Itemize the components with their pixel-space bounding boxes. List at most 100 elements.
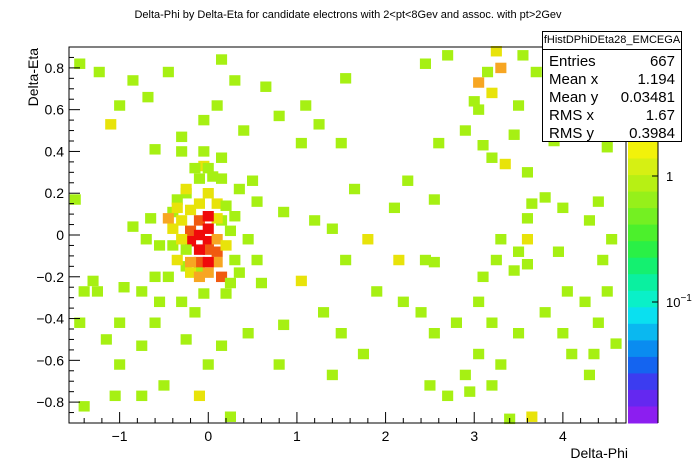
- heatmap-cell: [357, 348, 369, 360]
- heatmap-cell: [198, 146, 210, 157]
- stat-mean-x: Mean x 1.194: [549, 70, 675, 90]
- heatmap-cell: [136, 390, 148, 402]
- heatmap-cell: [216, 152, 228, 163]
- heatmap-cell: [397, 296, 409, 308]
- heatmap-cell: [428, 328, 440, 339]
- heatmap-cell: [508, 265, 520, 276]
- heatmap-cell: [211, 100, 223, 111]
- y-tick-label: 0: [56, 227, 64, 243]
- heatmap-cell: [207, 171, 219, 182]
- heatmap-cell: [601, 286, 613, 297]
- palette-swatch: [628, 406, 658, 424]
- x-tick-label: −1: [112, 428, 128, 444]
- heatmap-cell: [171, 194, 183, 205]
- heatmap-cell: [149, 271, 161, 283]
- heatmap-cell: [185, 267, 197, 278]
- y-tick-label: −0.2: [36, 269, 64, 285]
- heatmap-cell: [136, 340, 148, 351]
- heatmap-cell: [180, 183, 192, 195]
- heatmap-cell: [193, 390, 205, 402]
- heatmap-cell: [127, 221, 139, 232]
- heatmap-cell: [583, 369, 595, 381]
- heatmap-cell: [229, 211, 241, 222]
- heatmap-cell: [193, 244, 205, 255]
- stat-label: RMS y: [549, 125, 594, 142]
- stat-label: Entries: [549, 53, 596, 70]
- heatmap-cell: [539, 307, 551, 318]
- color-palette: 1 10−1: [628, 142, 692, 424]
- palette-swatch: [628, 340, 658, 358]
- y-axis-label: Delta-Eta: [25, 48, 41, 107]
- heatmap-cell: [193, 198, 205, 209]
- heatmap-cell: [78, 401, 90, 412]
- heatmap-cell: [189, 307, 201, 318]
- palette-swatch: [628, 323, 658, 341]
- heatmap-cell: [229, 75, 241, 86]
- heatmap-cell: [592, 196, 604, 207]
- heatmap-cell: [154, 296, 166, 308]
- heatmap-cell: [335, 137, 347, 149]
- heatmap-cell: [273, 110, 285, 122]
- heatmap-cell: [526, 198, 538, 209]
- y-tick-label: −0.6: [36, 352, 64, 368]
- heatmap-cell: [114, 317, 126, 328]
- heatmap-cell: [216, 340, 228, 351]
- heatmap-cell: [198, 288, 210, 299]
- x-tick-label: 3: [470, 428, 478, 444]
- heatmap-cell: [495, 62, 507, 74]
- heatmap-cell: [459, 369, 471, 381]
- heatmap-cell: [193, 265, 205, 276]
- stat-rms-y: RMS y 0.3984: [549, 124, 675, 144]
- heatmap-cell: [149, 144, 161, 155]
- heatmap-cell: [142, 91, 154, 103]
- heatmap-cell: [224, 277, 236, 289]
- heatmap-cell: [211, 256, 223, 268]
- heatmap-cell: [176, 215, 188, 226]
- heatmap-cell: [473, 348, 485, 360]
- x-tick-label: 4: [559, 428, 567, 444]
- heatmap-cell: [193, 215, 205, 226]
- heatmap-cell: [193, 256, 205, 268]
- y-tick-label: 0.4: [45, 143, 65, 159]
- heatmap-cell: [251, 254, 263, 266]
- heatmap-cell: [255, 277, 267, 289]
- heatmap-cell: [176, 234, 188, 245]
- palette-swatch: [628, 241, 658, 259]
- heatmap-cell: [220, 240, 232, 251]
- heatmap-cell: [566, 348, 578, 360]
- palette-swatch: [628, 290, 658, 308]
- heatmap-cell: [278, 206, 290, 218]
- heatmap-cell: [202, 256, 214, 268]
- x-tick-label: 2: [382, 428, 390, 444]
- heatmap-cell: [176, 146, 188, 157]
- heatmap-cell: [220, 200, 232, 211]
- heatmap-cell: [224, 411, 236, 422]
- x-tick-label: 1: [293, 428, 301, 444]
- heatmap-cell: [561, 286, 573, 297]
- heatmap-cell: [606, 234, 618, 245]
- heatmap-cell: [557, 328, 569, 339]
- heatmap-cell: [162, 66, 174, 78]
- heatmap-cell: [552, 246, 564, 257]
- heatmap-cell: [114, 359, 126, 370]
- heatmap-cell: [433, 137, 445, 149]
- heatmap-cell: [216, 173, 228, 184]
- y-tick-label: −0.8: [36, 394, 64, 410]
- heatmap-cell: [202, 188, 214, 199]
- heatmap-cell: [499, 158, 511, 170]
- palette-tick-label: 10−1: [666, 293, 692, 310]
- heatmap-cell: [167, 240, 179, 251]
- heatmap-cell: [251, 196, 263, 207]
- heatmap-cell: [220, 288, 232, 299]
- heatmap-cell: [136, 286, 148, 297]
- heatmap-cell: [189, 162, 201, 174]
- heatmap-cell: [419, 58, 431, 69]
- heatmap-cell: [87, 275, 99, 287]
- palette-swatch: [628, 257, 658, 275]
- heatmap-cell: [349, 183, 361, 195]
- heatmap-cell: [340, 73, 352, 84]
- heatmap-cell: [486, 152, 498, 163]
- stat-mean-y: Mean y 0.03481: [549, 88, 675, 108]
- x-axis-label: Delta-Phi: [570, 445, 628, 461]
